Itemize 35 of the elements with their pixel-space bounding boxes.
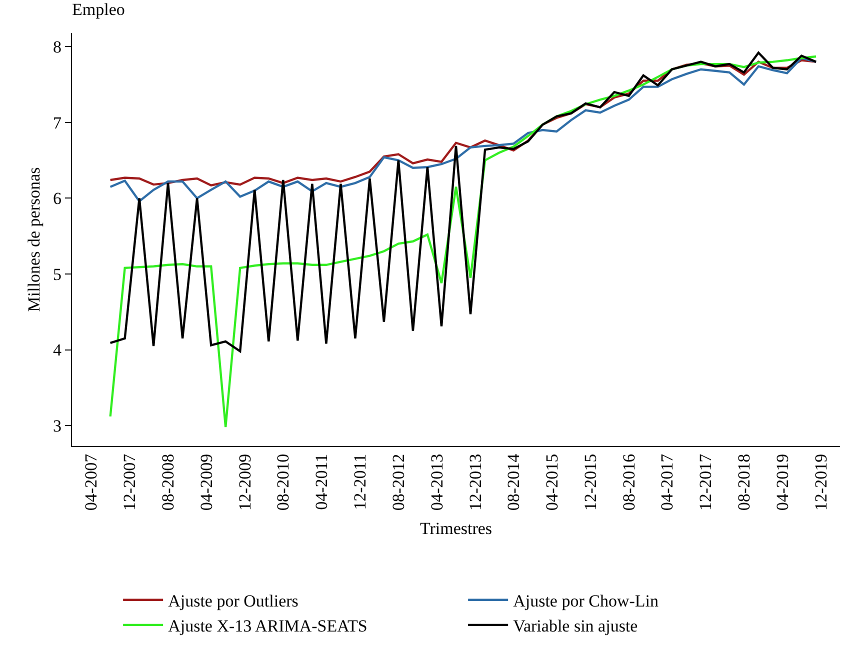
y-tick-label: 4 xyxy=(53,340,62,360)
x-tick-label: 04-2009 xyxy=(196,454,216,511)
legend-label: Ajuste por Outliers xyxy=(168,591,298,610)
y-axis-title: Millones de personas xyxy=(24,167,44,312)
y-tick-label: 7 xyxy=(53,113,62,132)
x-tick-label: 04-2011 xyxy=(312,454,332,510)
y-tick-label: 8 xyxy=(53,38,62,57)
x-tick-label: 12-2015 xyxy=(580,454,600,511)
legend-label: Ajuste X-13 ARIMA-SEATS xyxy=(168,616,368,636)
x-tick-label: 08-2008 xyxy=(158,454,178,511)
x-tick-label: 12-2007 xyxy=(120,453,140,511)
x-tick-label: 08-2010 xyxy=(274,454,293,511)
x-tick-label: 12-2013 xyxy=(466,454,485,511)
x-tick-label: 04-2007 xyxy=(82,453,101,511)
x-tick-label: 12-2009 xyxy=(235,454,254,511)
x-tick-label: 04-2019 xyxy=(772,454,792,511)
legend-label: Ajuste por Chow-Lin xyxy=(513,591,660,610)
y-tick-label: 5 xyxy=(53,264,62,284)
y-tick-label: 3 xyxy=(53,416,62,436)
x-tick-label: 08-2014 xyxy=(504,453,524,511)
x-tick-label: 08-2018 xyxy=(734,454,754,511)
line-series xyxy=(109,52,818,352)
x-tick-label: 08-2016 xyxy=(619,454,638,511)
x-tick-label: 12-2011 xyxy=(350,454,370,510)
x-tick-label: 12-2017 xyxy=(696,453,716,511)
chart-title: Empleo xyxy=(72,0,125,20)
x-tick-label: 04-2015 xyxy=(542,454,562,511)
x-tick-label: 04-2013 xyxy=(427,454,446,511)
x-tick-label: 08-2012 xyxy=(388,454,408,511)
x-tick-label: 12-2019 xyxy=(811,454,830,511)
line-series xyxy=(109,55,818,428)
legend-label: Variable sin ajuste xyxy=(513,616,638,636)
x-tick-label: 04-2017 xyxy=(658,453,677,511)
y-tick-label: 6 xyxy=(53,189,62,208)
x-axis-title: Trimestres xyxy=(420,518,492,538)
